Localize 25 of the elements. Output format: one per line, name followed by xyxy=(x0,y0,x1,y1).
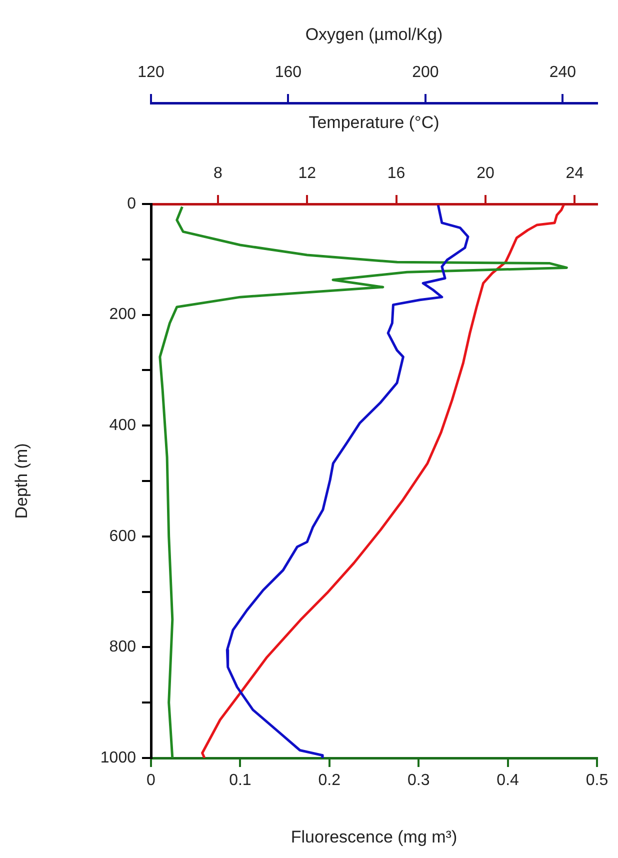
x-tick-label: 0.1 xyxy=(229,772,252,790)
x-tick-label: 240 xyxy=(549,64,576,81)
y-tick-label: 600 xyxy=(109,528,136,545)
y-tick-label: 200 xyxy=(109,306,136,324)
x2-tick-label: 8 xyxy=(213,164,222,182)
x2-tick-label: 16 xyxy=(387,164,406,182)
x2-axis-title: Temperature (°C) xyxy=(308,112,440,132)
y-axis-title: Depth (m) xyxy=(12,443,31,519)
y-tick-label: 1000 xyxy=(100,749,136,766)
x-axis-title: Fluorescence (mg m³) xyxy=(290,827,458,846)
x-tick-label: 0.5 xyxy=(586,772,608,790)
y-tick-label: 800 xyxy=(109,638,136,656)
x-tick-label: 160 xyxy=(274,64,302,81)
y-tick-label: 0 xyxy=(127,195,136,212)
x-tick-label: 200 xyxy=(412,64,439,81)
x2-tick-label: 20 xyxy=(476,164,494,182)
x2-tick-label: 24 xyxy=(566,164,584,182)
x-tick-label: 0.4 xyxy=(496,772,520,790)
x-axis-title: Oxygen (µmol/Kg) xyxy=(305,24,443,44)
x-tick-label: 120 xyxy=(138,64,164,81)
x-tick-label: 0.2 xyxy=(318,772,341,790)
y-tick-label: 400 xyxy=(109,417,136,434)
x-tick-label: 0 xyxy=(146,772,156,790)
x-tick-label: 0.3 xyxy=(407,772,430,790)
x2-tick-label: 12 xyxy=(298,164,316,182)
